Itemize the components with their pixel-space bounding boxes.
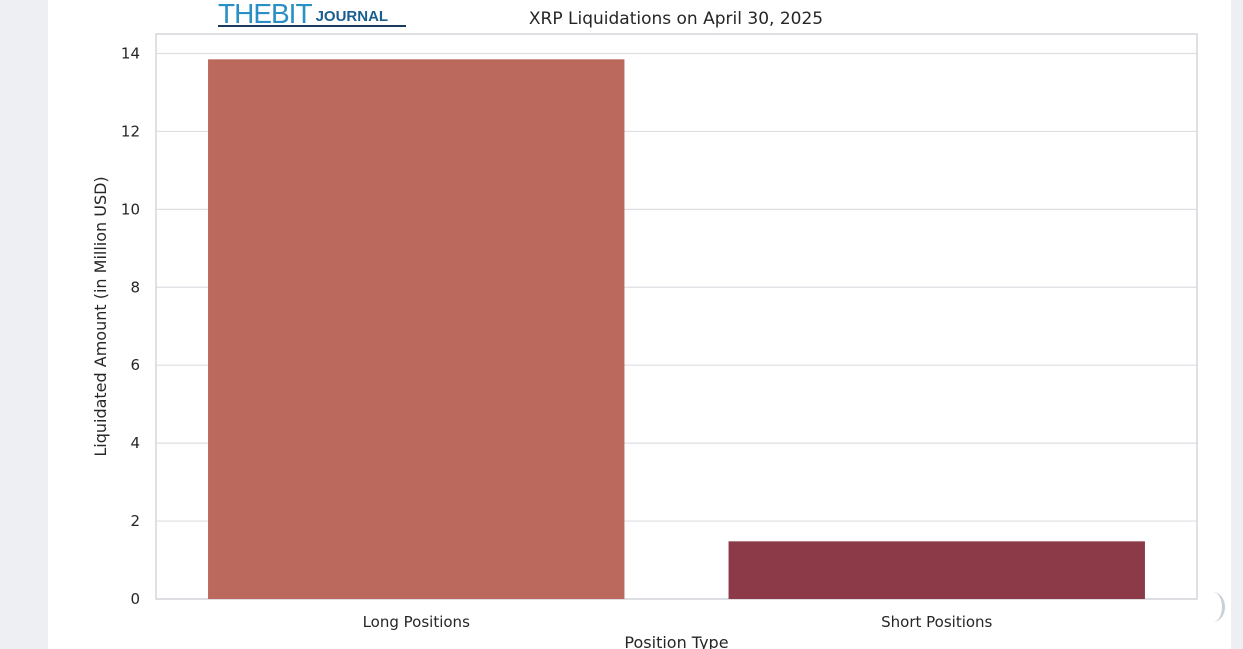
logo-underline bbox=[218, 25, 406, 27]
y-tick-label: 10 bbox=[121, 200, 140, 218]
chart-title: XRP Liquidations on April 30, 2025 bbox=[529, 9, 823, 29]
y-tick-labels: 0 2 4 6 8 10 12 14 bbox=[121, 44, 140, 608]
plot-frame bbox=[155, 33, 1198, 600]
bars bbox=[208, 59, 1145, 600]
y-tick-label: 6 bbox=[130, 356, 140, 374]
brand-logo: THEBIT JOURNAL bbox=[218, 0, 388, 28]
y-tick-label: 14 bbox=[121, 44, 140, 62]
y-tick-label: 8 bbox=[130, 278, 140, 296]
bar-long-positions bbox=[208, 59, 625, 600]
y-tick-label: 4 bbox=[130, 434, 140, 452]
y-axis-label: Liquidated Amount (in Million USD) bbox=[91, 176, 110, 456]
y-tick-label: 0 bbox=[130, 590, 140, 608]
logo-main-text: THEBIT bbox=[218, 0, 313, 29]
x-tick-label: Long Positions bbox=[363, 613, 470, 631]
refresh-icon bbox=[1201, 592, 1225, 622]
x-axis-label: Position Type bbox=[624, 633, 728, 649]
y-tick-label: 2 bbox=[130, 512, 140, 530]
y-tick-label: 12 bbox=[121, 122, 140, 140]
bar-short-positions bbox=[728, 541, 1145, 599]
x-tick-label: Short Positions bbox=[881, 613, 992, 631]
x-tick-labels: Long Positions Short Positions bbox=[363, 613, 993, 631]
logo-sub-text: JOURNAL bbox=[315, 8, 389, 25]
